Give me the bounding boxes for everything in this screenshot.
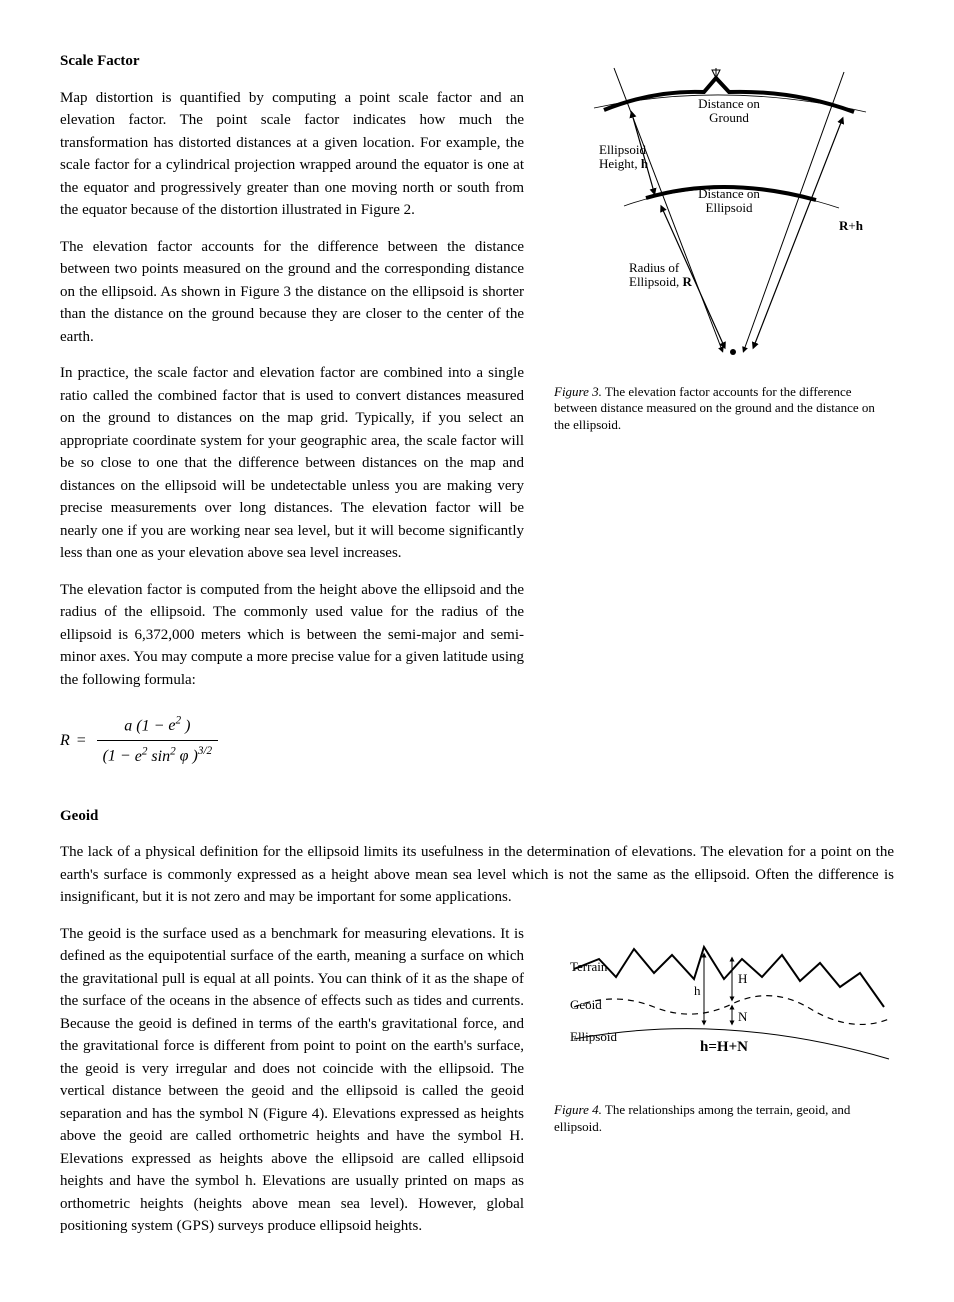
geoid-label: Geoid <box>570 997 602 1012</box>
svg-text:Distance onGround: Distance onGround <box>698 96 760 125</box>
figure-4-diagram: h H N Terrain Geoid Ellipsoid h=H+N <box>554 929 894 1097</box>
sec1-p4: The elevation factor is computed from th… <box>60 579 524 692</box>
figure-3-caption: Figure 3. The elevation factor accounts … <box>554 384 894 435</box>
heading-geoid: Geoid <box>60 805 894 828</box>
figure-4-caption: Figure 4. The relationships among the te… <box>554 1102 894 1136</box>
sec1-p1: Map distortion is quantified by computin… <box>60 87 524 222</box>
ellipsoid-radius-formula: R = a (1 − e2 ) (1 − e2 sin2 φ )3/2 <box>60 705 524 777</box>
heading-scale-factor: Scale Factor <box>60 50 524 73</box>
N-label: N <box>738 1009 748 1024</box>
sec1-p3: In practice, the scale factor and elevat… <box>60 362 524 565</box>
H-label: H <box>738 971 747 986</box>
figure-3-diagram: Distance onGround Distance onEllipsoid E… <box>554 50 894 378</box>
ellipsoid-label: Ellipsoid <box>570 1029 617 1044</box>
sec2-p2: The geoid is the surface used as a bench… <box>60 923 524 1238</box>
h-eq: h=H+N <box>700 1039 748 1055</box>
svg-text:Radius ofEllipsoid, R: Radius ofEllipsoid, R <box>629 260 692 289</box>
terrain-label: Terrain <box>570 959 608 974</box>
svg-text:Distance onEllipsoid: Distance onEllipsoid <box>698 186 760 215</box>
svg-text:R+h: R+h <box>839 218 864 233</box>
sec2-p1: The lack of a physical definition for th… <box>60 841 894 909</box>
h-label: h <box>694 983 701 998</box>
svg-text:EllipsoidHeight, h: EllipsoidHeight, h <box>599 142 649 171</box>
sec1-p2: The elevation factor accounts for the di… <box>60 236 524 349</box>
